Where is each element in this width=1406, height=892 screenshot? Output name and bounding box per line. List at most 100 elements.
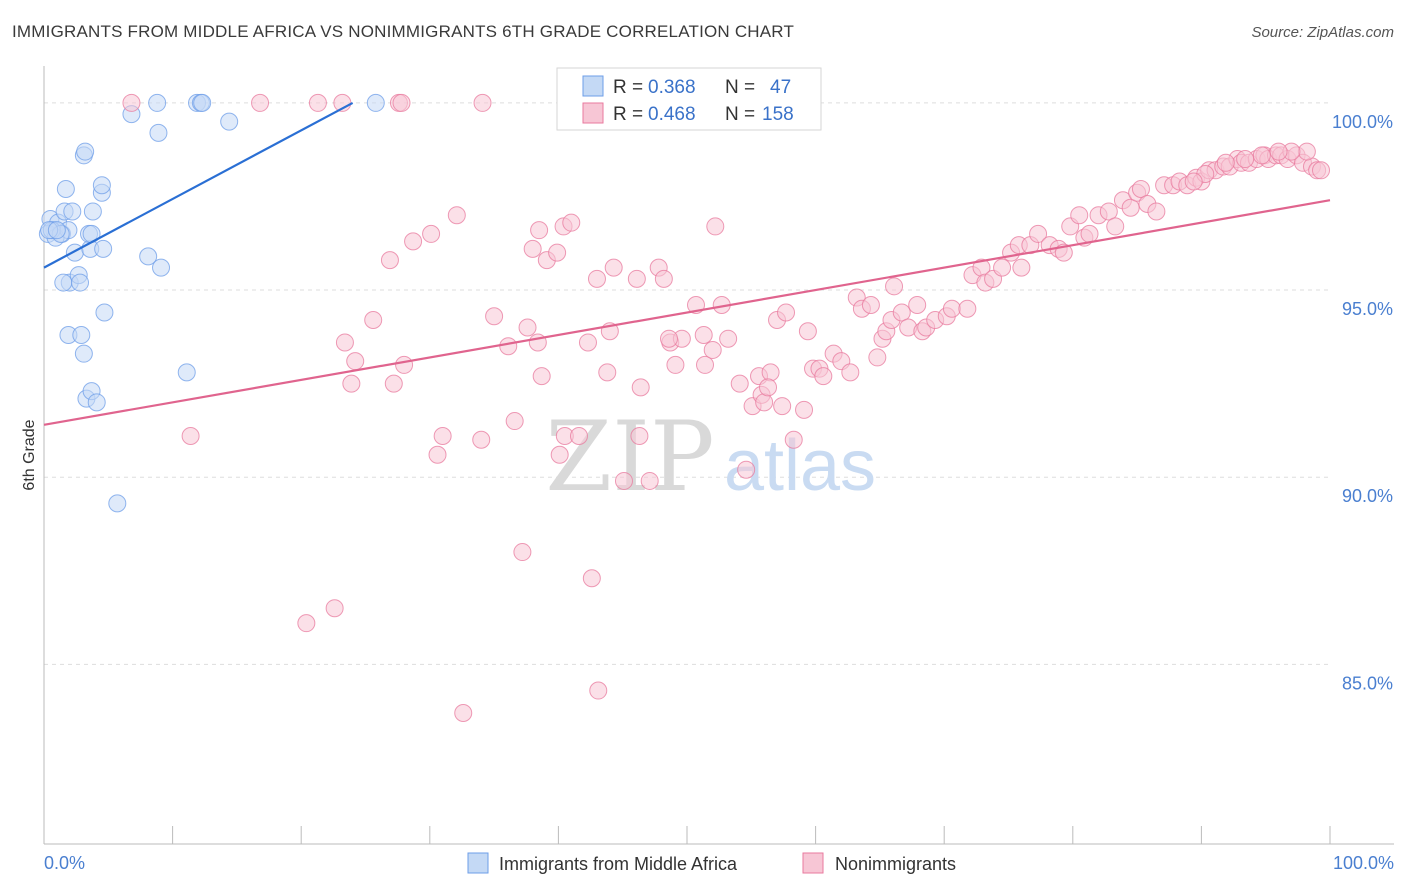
point-nonimmigrants bbox=[942, 299, 961, 318]
point-nonimmigrants bbox=[392, 93, 411, 112]
stats-legend: R = 0.368 N = 47 R = 0.468 N = 158 bbox=[556, 67, 822, 131]
point-nonimmigrants bbox=[666, 355, 685, 374]
trend-line-immigrants bbox=[43, 101, 354, 269]
point-nonimmigrants bbox=[513, 543, 532, 562]
y-tick-label: 90.0% bbox=[1342, 486, 1393, 506]
point-immigrants bbox=[92, 176, 111, 195]
point-nonimmigrants bbox=[433, 427, 452, 446]
point-immigrants bbox=[87, 393, 106, 412]
point-immigrants bbox=[54, 273, 73, 292]
point-nonimmigrants bbox=[532, 367, 551, 386]
point-nonimmigrants bbox=[422, 224, 441, 243]
watermark-zip: ZIP bbox=[545, 401, 714, 513]
point-nonimmigrants bbox=[719, 329, 738, 348]
point-nonimmigrants bbox=[395, 355, 414, 374]
point-immigrants bbox=[63, 202, 82, 221]
point-nonimmigrants bbox=[777, 303, 796, 322]
point-nonimmigrants bbox=[548, 243, 567, 262]
point-nonimmigrants bbox=[1252, 146, 1271, 165]
point-immigrants bbox=[95, 303, 114, 322]
axes bbox=[43, 66, 1394, 845]
trend-line-nonimmigrants bbox=[43, 199, 1331, 426]
point-nonimmigrants bbox=[737, 460, 756, 479]
point-nonimmigrants bbox=[404, 232, 423, 251]
point-nonimmigrants bbox=[380, 251, 399, 270]
point-nonimmigrants bbox=[1012, 258, 1031, 277]
point-nonimmigrants bbox=[447, 206, 466, 225]
point-nonimmigrants bbox=[1131, 180, 1150, 198]
series-legend: Immigrants from Middle Africa Nonimmigra… bbox=[467, 852, 956, 874]
point-nonimmigrants bbox=[598, 363, 617, 382]
point-nonimmigrants bbox=[892, 303, 911, 322]
point-nonimmigrants bbox=[587, 269, 606, 288]
point-nonimmigrants bbox=[530, 221, 549, 240]
point-nonimmigrants bbox=[251, 93, 270, 112]
point-nonimmigrants bbox=[473, 93, 492, 112]
x-tick-label-max: 100.0% bbox=[1333, 853, 1394, 873]
point-nonimmigrants bbox=[654, 269, 673, 288]
legend-r-label-2: R = bbox=[613, 104, 643, 125]
point-nonimmigrants bbox=[798, 322, 817, 341]
legend-n-value-2: 158 bbox=[762, 104, 794, 125]
point-nonimmigrants bbox=[1121, 198, 1140, 217]
point-immigrants bbox=[148, 93, 167, 112]
series-label-nonimmigrants: Nonimmigrants bbox=[835, 854, 956, 874]
point-nonimmigrants bbox=[1147, 202, 1166, 221]
series-swatch-immigrants bbox=[467, 852, 489, 874]
legend-n-value-1: 47 bbox=[770, 77, 791, 98]
point-nonimmigrants bbox=[589, 681, 608, 700]
point-nonimmigrants bbox=[773, 397, 792, 416]
point-nonimmigrants bbox=[958, 299, 977, 318]
legend-swatch-nonimmigrants bbox=[582, 102, 604, 124]
y-tick-labels: 100.0% 95.0% 90.0% 85.0% bbox=[1332, 112, 1393, 693]
point-nonimmigrants bbox=[384, 374, 403, 393]
point-nonimmigrants bbox=[1070, 206, 1089, 225]
point-immigrants bbox=[74, 344, 93, 363]
point-immigrants bbox=[177, 363, 196, 382]
point-nonimmigrants bbox=[868, 348, 887, 367]
point-nonimmigrants bbox=[550, 445, 569, 464]
point-nonimmigrants bbox=[604, 258, 623, 277]
point-nonimmigrants bbox=[582, 569, 601, 588]
point-nonimmigrants bbox=[518, 318, 537, 337]
point-immigrants bbox=[65, 243, 84, 262]
y-axis-label: 6th Grade bbox=[21, 419, 38, 490]
point-nonimmigrants bbox=[181, 427, 200, 446]
point-nonimmigrants bbox=[472, 430, 491, 449]
point-nonimmigrants bbox=[523, 239, 542, 258]
point-immigrants bbox=[56, 180, 75, 198]
point-nonimmigrants bbox=[364, 311, 383, 329]
point-immigrants bbox=[152, 258, 171, 277]
point-immigrants bbox=[83, 202, 102, 221]
point-nonimmigrants bbox=[631, 378, 650, 397]
point-immigrants bbox=[108, 494, 127, 513]
point-nonimmigrants bbox=[759, 378, 778, 397]
point-nonimmigrants bbox=[861, 296, 880, 315]
point-nonimmigrants bbox=[1236, 150, 1255, 169]
point-nonimmigrants bbox=[784, 430, 803, 449]
legend-swatch-immigrants bbox=[582, 75, 604, 97]
point-immigrants bbox=[76, 142, 95, 161]
legend-n-label-2: N = bbox=[725, 104, 755, 125]
point-nonimmigrants bbox=[1311, 161, 1330, 180]
point-immigrants bbox=[193, 93, 212, 112]
point-nonimmigrants bbox=[755, 393, 774, 412]
point-nonimmigrants bbox=[640, 471, 659, 490]
legend-n-label-1: N = bbox=[725, 77, 755, 98]
legend-r-value-1: 0.368 bbox=[648, 77, 696, 98]
legend-r-value-2: 0.468 bbox=[648, 104, 696, 125]
data-points bbox=[38, 93, 1330, 722]
point-nonimmigrants bbox=[1099, 202, 1118, 221]
point-immigrants bbox=[220, 112, 239, 131]
point-nonimmigrants bbox=[627, 269, 646, 288]
point-nonimmigrants bbox=[122, 93, 141, 112]
point-nonimmigrants bbox=[562, 213, 581, 232]
point-nonimmigrants bbox=[454, 704, 473, 722]
chart-title: IMMIGRANTS FROM MIDDLE AFRICA VS NONIMMI… bbox=[12, 22, 795, 41]
series-label-immigrants: Immigrants from Middle Africa bbox=[499, 854, 738, 874]
point-nonimmigrants bbox=[325, 599, 344, 618]
point-nonimmigrants bbox=[342, 374, 361, 393]
point-nonimmigrants bbox=[696, 355, 715, 374]
point-nonimmigrants bbox=[499, 337, 518, 356]
